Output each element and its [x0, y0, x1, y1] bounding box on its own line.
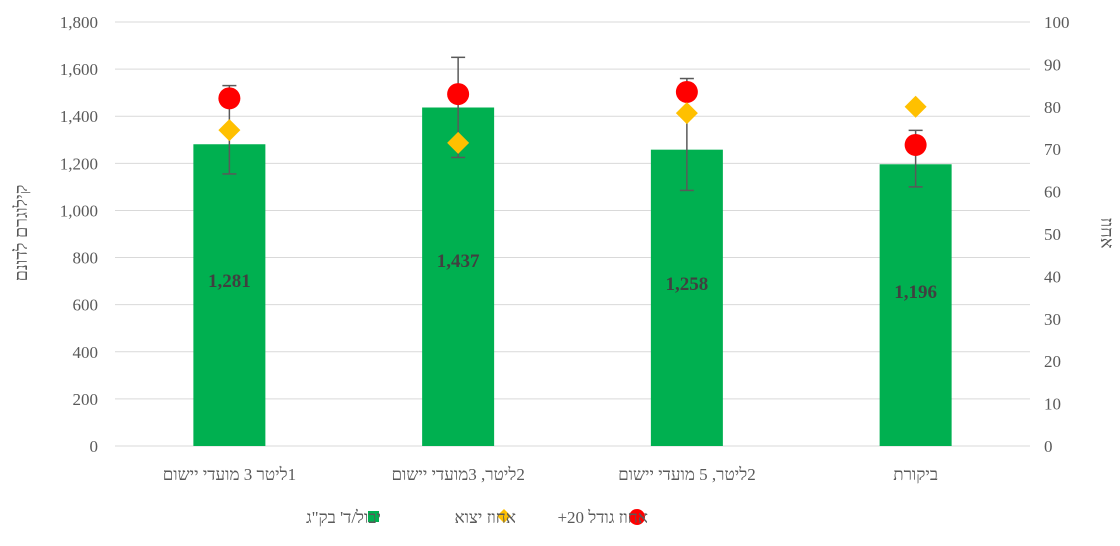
right-tick-label: 30 — [1044, 310, 1061, 329]
left-tick-label: 1,000 — [60, 201, 98, 220]
legend-label: יבול/ד' בק"ג — [306, 508, 381, 527]
circle-marker — [218, 87, 240, 109]
diamond-marker — [218, 119, 240, 141]
legend-label: אחוז יצוא — [454, 508, 516, 527]
left-tick-label: 0 — [90, 437, 99, 456]
left-tick-label: 1,800 — [60, 13, 98, 32]
category-label: ביקורת — [893, 465, 938, 484]
diamond-marker — [905, 96, 927, 118]
error-bars — [222, 57, 922, 190]
data-labels: 1,281 1,437 1,258 1,196 — [208, 251, 937, 303]
circle-marker — [676, 81, 698, 103]
right-tick-label: 10 — [1044, 395, 1061, 414]
right-tick-label: 60 — [1044, 183, 1061, 202]
left-tick-label: 200 — [73, 390, 99, 409]
right-tick-label: 50 — [1044, 225, 1061, 244]
circle-marker — [905, 134, 927, 156]
right-tick-label: 80 — [1044, 98, 1061, 117]
right-tick-label: 70 — [1044, 140, 1061, 159]
category-labels: 1ליטר 3 מועדי יישום 2ליטר, 3מועדי יישום 2ל… — [163, 465, 938, 484]
diamond-marker — [676, 102, 698, 124]
circle-marker — [447, 83, 469, 105]
left-axis-title: קילוגרם לדונם — [11, 185, 31, 282]
right-axis-title: אחוז — [1097, 217, 1117, 248]
category-label: 2ליטר, 5 מועדי יישום — [618, 465, 756, 484]
legend-label: אחוז גודל 20+ — [557, 508, 648, 527]
bar-series — [193, 108, 951, 446]
left-tick-label: 1,400 — [60, 107, 98, 126]
right-tick-label: 100 — [1044, 13, 1070, 32]
left-axis-ticks: 0 200 400 600 800 1,000 1,200 1,400 1,600 1,800 — [60, 13, 98, 456]
bar — [880, 164, 952, 446]
legend: אחוז גודל 20+ אחוז יצוא יבול/ד' בק"ג — [306, 508, 648, 527]
right-tick-label: 0 — [1044, 437, 1053, 456]
bar — [651, 150, 723, 446]
right-axis-ticks: 0 10 20 30 40 50 60 70 80 90 100 — [1044, 13, 1070, 456]
left-tick-label: 1,200 — [60, 154, 98, 173]
bar-data-label: 1,437 — [437, 251, 480, 272]
left-tick-label: 600 — [73, 296, 99, 315]
bar-data-label: 1,196 — [894, 282, 937, 303]
bar — [193, 144, 265, 446]
bar-data-label: 1,258 — [666, 274, 709, 295]
marker-series — [218, 81, 926, 156]
left-tick-label: 800 — [73, 249, 99, 268]
left-tick-label: 400 — [73, 343, 99, 362]
right-tick-label: 20 — [1044, 352, 1061, 371]
right-tick-label: 90 — [1044, 55, 1061, 74]
bar — [422, 108, 494, 446]
right-tick-label: 40 — [1044, 267, 1061, 286]
left-tick-label: 1,600 — [60, 60, 98, 79]
bar-data-label: 1,281 — [208, 271, 251, 292]
category-label: 2ליטר, 3מועדי יישום — [391, 465, 524, 484]
category-label: 1ליטר 3 מועדי יישום — [163, 465, 296, 484]
